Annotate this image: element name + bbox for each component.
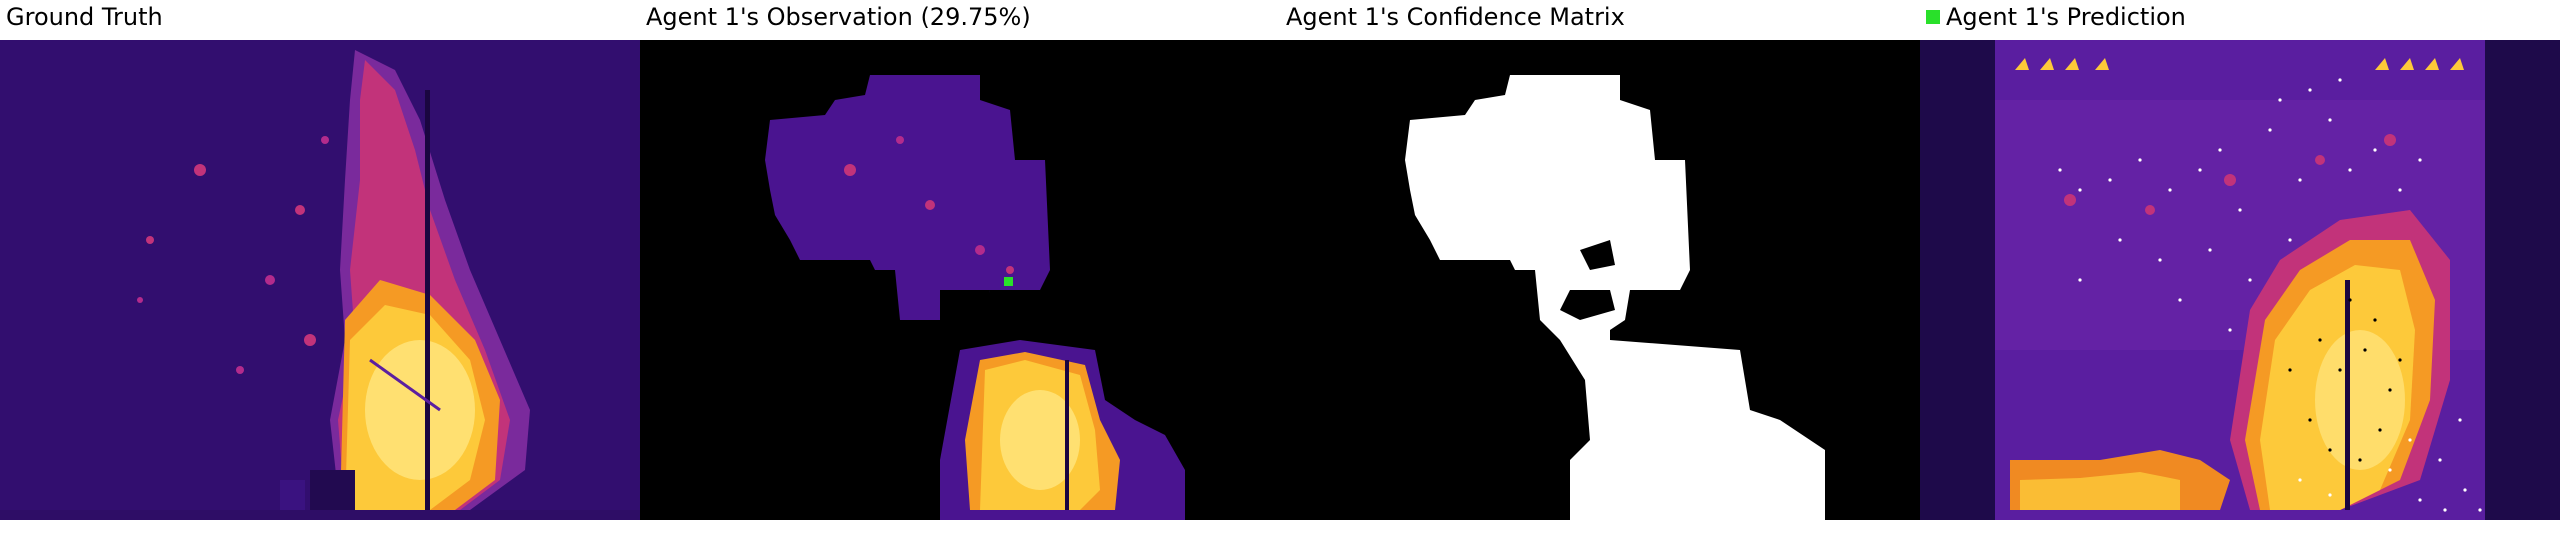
- ground-truth-image: [0, 40, 640, 520]
- prediction-title: Agent 1's Prediction: [1926, 3, 2186, 31]
- observation-panel: Agent 1's Observation (29.75%): [640, 0, 1280, 560]
- ground-truth-title: Ground Truth: [6, 3, 163, 31]
- confidence-image: [1280, 40, 1920, 520]
- observation-image: [640, 40, 1280, 520]
- observation-title: Agent 1's Observation (29.75%): [646, 3, 1031, 31]
- prediction-image: [1920, 40, 2560, 520]
- prediction-title-text: Agent 1's Prediction: [1946, 3, 2186, 31]
- confidence-title: Agent 1's Confidence Matrix: [1286, 3, 1625, 31]
- legend-swatch: [1926, 10, 1940, 24]
- confidence-panel: Agent 1's Confidence Matrix: [1280, 0, 1920, 560]
- ground-truth-panel: Ground Truth: [0, 0, 640, 560]
- prediction-panel: Agent 1's Prediction: [1920, 0, 2560, 560]
